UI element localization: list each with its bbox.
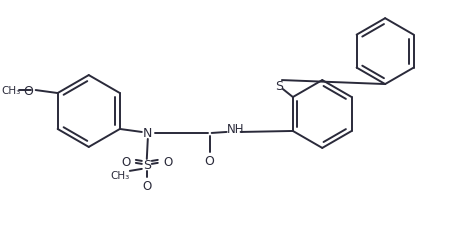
Text: NH: NH bbox=[227, 123, 244, 136]
Text: N: N bbox=[143, 127, 153, 140]
Text: S: S bbox=[143, 159, 151, 172]
Text: O: O bbox=[205, 155, 215, 168]
Text: CH₃: CH₃ bbox=[110, 170, 129, 180]
Text: O: O bbox=[121, 156, 130, 169]
Text: S: S bbox=[275, 79, 283, 92]
Text: O: O bbox=[163, 156, 173, 169]
Text: O: O bbox=[23, 84, 33, 97]
Text: O: O bbox=[142, 180, 152, 192]
Text: CH₃: CH₃ bbox=[1, 86, 20, 96]
